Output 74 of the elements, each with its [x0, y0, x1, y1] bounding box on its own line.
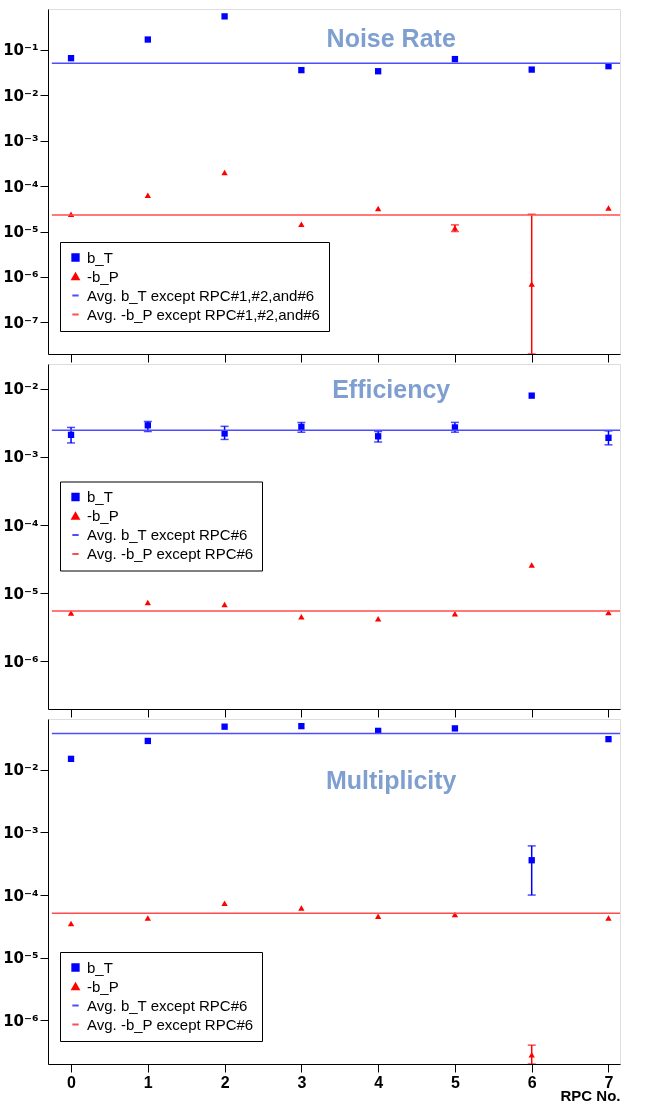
y-tick-label: 10⁻² [3, 761, 39, 780]
point [221, 601, 228, 608]
point [144, 192, 151, 198]
point [221, 900, 228, 906]
y-tick-label: 10⁻⁵ [3, 584, 39, 603]
y-tick-label: 10⁻⁷ [3, 313, 39, 332]
point [298, 614, 305, 620]
legend-label: b_T [87, 488, 113, 505]
point [298, 66, 305, 74]
point [144, 915, 151, 921]
legend-label: -b_P [87, 977, 119, 995]
y-tick-label: 10⁻⁶ [3, 652, 39, 671]
point [221, 169, 228, 176]
point [298, 221, 305, 227]
point [144, 737, 151, 745]
legend-label: -b_P [87, 267, 119, 285]
y-tick-label: 10⁻³ [3, 823, 39, 842]
y-tick-label: 10⁻⁵ [3, 949, 39, 968]
point [528, 562, 535, 568]
point [67, 920, 75, 927]
x-tick-label: 1 [143, 1073, 153, 1091]
legend-label: Avg. b_T except RPC#6 [87, 996, 248, 1014]
legend-label: Avg. -b_P except RPC#6 [87, 1015, 254, 1033]
text: Noise Rate [326, 24, 456, 52]
y-tick-label: 10⁻⁴ [3, 177, 39, 196]
point [298, 722, 305, 730]
point [605, 915, 612, 921]
point [374, 68, 382, 75]
point [298, 905, 305, 911]
point [374, 205, 382, 212]
y-tick-label: 10⁻⁴ [3, 886, 39, 905]
y-tick-label: 10⁻⁵ [3, 223, 39, 242]
x-tick-label: 5 [450, 1073, 460, 1091]
legend-label: b_T [87, 958, 113, 976]
legend-label: Avg. -b_P except RPC#1,#2,and#6 [87, 305, 320, 323]
point [451, 55, 459, 63]
chart-title: Efficiency [332, 375, 451, 403]
y-tick-label: 10⁻⁴ [3, 516, 39, 535]
legend-label: Avg. b_T except RPC#1,#2,and#6 [87, 286, 315, 304]
point [528, 66, 535, 73]
point [144, 599, 151, 606]
x-tick-label: 4 [374, 1073, 384, 1091]
y-tick-label: 10⁻¹ [3, 41, 39, 60]
point [528, 1052, 535, 1058]
legend-label: -b_P [87, 507, 119, 524]
y-tick-label: 10⁻² [3, 86, 39, 105]
legend-label: Avg. b_T except RPC#6 [87, 526, 248, 543]
y-tick-label: 10⁻⁶ [3, 268, 39, 287]
point [605, 735, 612, 743]
x-tick-label: 2 [220, 1073, 230, 1091]
point [528, 281, 535, 287]
y-tick-label: 10⁻⁶ [3, 1011, 39, 1030]
point [221, 723, 228, 730]
point [144, 36, 151, 43]
y-tick-label: 10⁻² [3, 380, 39, 399]
point [67, 610, 75, 616]
y-tick-label: 10⁻³ [3, 448, 39, 467]
point [67, 755, 75, 763]
x-tick-label: 6 [527, 1073, 537, 1091]
point [451, 725, 459, 732]
point [605, 205, 612, 211]
x-tick-label: 3 [297, 1073, 307, 1091]
legend-label: b_T [87, 248, 113, 266]
text: Multiplicity [325, 766, 457, 794]
point [374, 913, 382, 919]
point [67, 55, 75, 62]
point [528, 392, 535, 399]
point [221, 13, 228, 20]
y-tick-label: 10⁻³ [3, 132, 39, 151]
x-tick-label: 0 [67, 1073, 77, 1091]
legend-label: Avg. -b_P except RPC#6 [87, 545, 254, 562]
point [374, 616, 382, 622]
x-tick-label: 7 [604, 1073, 614, 1091]
point [605, 434, 612, 441]
